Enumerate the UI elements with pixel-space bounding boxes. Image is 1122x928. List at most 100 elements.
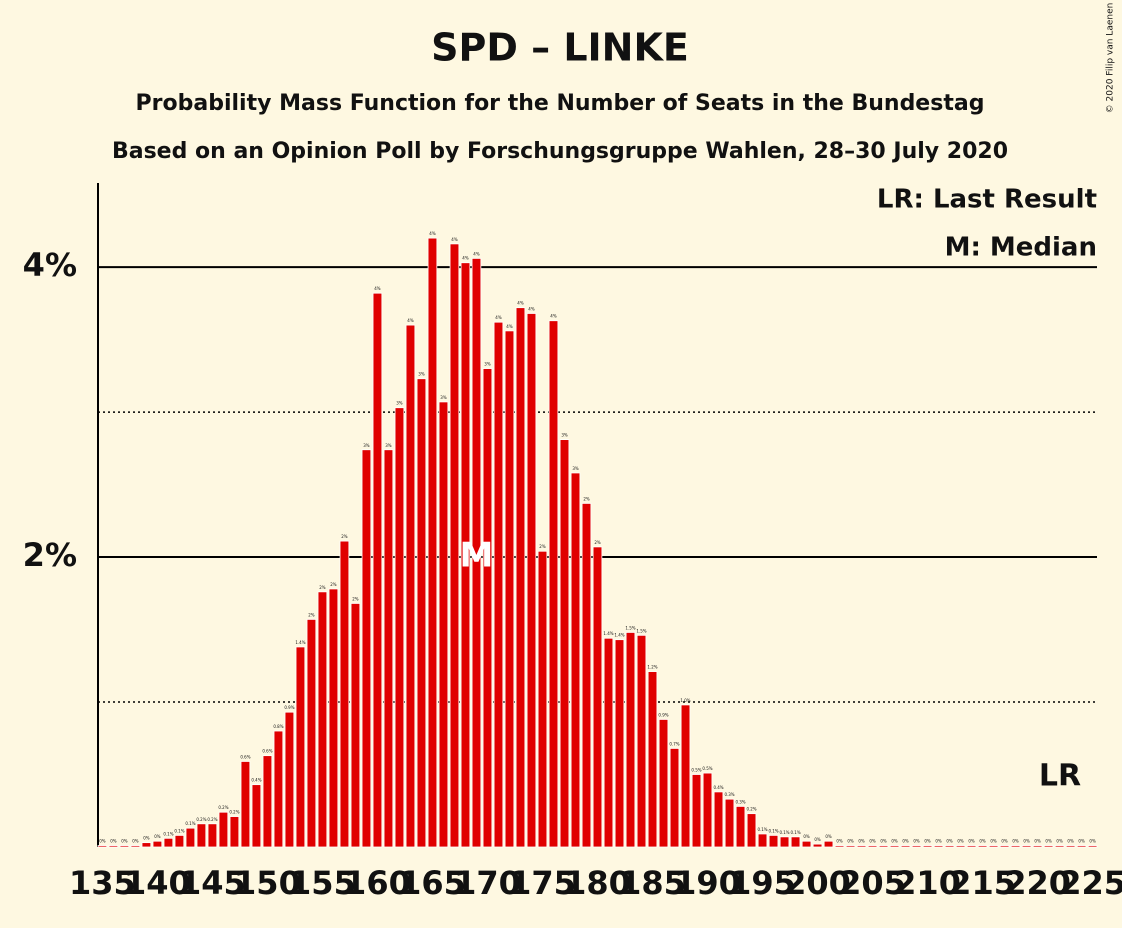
bar bbox=[152, 840, 163, 848]
x-tick-label: 155 bbox=[289, 864, 356, 902]
value-label: 0% bbox=[154, 834, 161, 839]
bar bbox=[537, 550, 548, 848]
bar bbox=[482, 368, 493, 848]
bar bbox=[581, 503, 592, 848]
value-label: 3% bbox=[484, 362, 491, 367]
value-label: 3% bbox=[396, 401, 403, 406]
value-label: 4% bbox=[429, 231, 436, 236]
value-label: 4% bbox=[473, 251, 480, 256]
bar bbox=[163, 837, 174, 848]
value-label: 2% bbox=[341, 534, 348, 539]
value-label: 2% bbox=[319, 585, 326, 590]
value-label: 3% bbox=[418, 372, 425, 377]
legend-entry: LR: Last Result bbox=[877, 185, 1097, 215]
value-label: 0.8% bbox=[273, 724, 283, 729]
bar bbox=[856, 845, 867, 848]
value-label: 1.0% bbox=[680, 698, 690, 703]
value-label: 0% bbox=[924, 839, 931, 844]
value-label: 0.2% bbox=[196, 817, 206, 822]
value-label: 0.5% bbox=[691, 768, 701, 773]
value-label: 3% bbox=[385, 443, 392, 448]
value-label: 0.6% bbox=[262, 749, 272, 754]
value-label: 0% bbox=[143, 836, 150, 841]
bar bbox=[174, 835, 185, 848]
bar bbox=[680, 704, 691, 848]
x-tick-label: 160 bbox=[344, 864, 411, 902]
x-tick-label: 195 bbox=[729, 864, 796, 902]
bar bbox=[1032, 845, 1043, 848]
value-label: 3% bbox=[561, 433, 568, 438]
value-label: 0% bbox=[803, 834, 810, 839]
bar bbox=[1010, 845, 1021, 848]
value-label: 0% bbox=[979, 839, 986, 844]
value-label: 0% bbox=[1034, 839, 1041, 844]
value-label: 3% bbox=[363, 443, 370, 448]
bar bbox=[185, 827, 196, 848]
bar bbox=[196, 823, 207, 848]
value-label: 0.1% bbox=[790, 830, 800, 835]
bar bbox=[1087, 845, 1098, 848]
value-label: 1.5% bbox=[636, 628, 646, 633]
x-tick-label: 190 bbox=[674, 864, 741, 902]
value-label: 0% bbox=[814, 837, 821, 842]
value-label: 3% bbox=[572, 466, 579, 471]
bar bbox=[97, 845, 108, 848]
bar bbox=[823, 840, 834, 848]
x-tick-label: 180 bbox=[564, 864, 631, 902]
bar bbox=[515, 307, 526, 848]
bar bbox=[944, 845, 955, 848]
bar bbox=[438, 401, 449, 848]
bar bbox=[394, 407, 405, 848]
bar bbox=[812, 843, 823, 848]
bar bbox=[735, 806, 746, 848]
bar bbox=[240, 761, 251, 848]
x-tick-label: 175 bbox=[509, 864, 576, 902]
bar bbox=[361, 449, 372, 848]
value-label: 0% bbox=[99, 839, 106, 844]
bar bbox=[1076, 845, 1087, 848]
bar bbox=[889, 845, 900, 848]
value-label: 0% bbox=[957, 839, 964, 844]
value-label: 1.4% bbox=[614, 633, 624, 638]
value-label: 4% bbox=[506, 324, 513, 329]
value-label: 2% bbox=[308, 612, 315, 617]
value-label: 2% bbox=[583, 496, 590, 501]
bar bbox=[207, 823, 218, 848]
value-label: 0% bbox=[858, 839, 865, 844]
bar bbox=[955, 845, 966, 848]
value-label: 0.2% bbox=[207, 817, 217, 822]
x-tick-label: 225 bbox=[1059, 864, 1122, 902]
value-label: 0% bbox=[1023, 839, 1030, 844]
bar bbox=[801, 840, 812, 848]
value-label: 0% bbox=[1089, 839, 1096, 844]
value-label: 0% bbox=[891, 839, 898, 844]
value-label: 0.1% bbox=[768, 828, 778, 833]
subtitle: Based on an Opinion Poll by Forschungsgr… bbox=[112, 139, 1008, 164]
bar bbox=[933, 845, 944, 848]
value-label: 0.1% bbox=[757, 827, 767, 832]
bar bbox=[559, 439, 570, 848]
value-label: 0.2% bbox=[229, 810, 239, 815]
value-label: 0% bbox=[1001, 839, 1008, 844]
bar bbox=[108, 845, 119, 848]
bar bbox=[328, 588, 339, 848]
x-tick-label: 200 bbox=[784, 864, 851, 902]
value-label: 0.7% bbox=[669, 741, 679, 746]
value-label: 0% bbox=[1012, 839, 1019, 844]
value-label: 2% bbox=[330, 582, 337, 587]
value-label: 3% bbox=[440, 395, 447, 400]
bar bbox=[339, 540, 350, 848]
bar bbox=[350, 603, 361, 848]
value-label: 0% bbox=[902, 839, 909, 844]
value-label: 2% bbox=[352, 596, 359, 601]
value-label: 0.5% bbox=[702, 766, 712, 771]
bar bbox=[768, 835, 779, 848]
x-tick-label: 150 bbox=[234, 864, 301, 902]
value-label: 0% bbox=[1067, 839, 1074, 844]
bar bbox=[383, 449, 394, 848]
bar bbox=[449, 243, 460, 848]
bar bbox=[460, 262, 471, 848]
value-label: 0% bbox=[836, 839, 843, 844]
x-tick-label: 170 bbox=[454, 864, 521, 902]
bar bbox=[790, 836, 801, 848]
